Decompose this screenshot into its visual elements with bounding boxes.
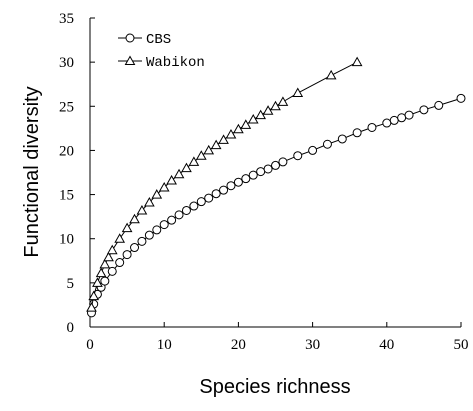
data-point: [106, 244, 118, 255]
data-point: [129, 213, 140, 224]
data-point: [158, 181, 170, 192]
data-point: [196, 197, 206, 207]
data-point: [456, 93, 466, 103]
data-point: [367, 122, 377, 132]
y-tick-label: 20: [59, 143, 74, 159]
data-point: [203, 144, 215, 155]
data-point: [263, 164, 273, 174]
data-point: [95, 267, 107, 278]
data-point: [434, 100, 444, 110]
data-point: [277, 96, 289, 106]
data-point: [103, 251, 114, 262]
data-point: [151, 189, 163, 199]
data-point: [167, 215, 177, 225]
y-tick-label: 35: [59, 11, 74, 27]
legend-marker: [124, 55, 136, 65]
data-point: [382, 118, 392, 128]
data-point: [240, 119, 252, 129]
data-point: [181, 162, 192, 173]
data-point: [130, 243, 140, 253]
data-point: [188, 156, 200, 166]
data-point: [144, 196, 155, 207]
data-point: [152, 225, 162, 235]
data-point: [292, 87, 304, 98]
x-tick-label: 40: [379, 337, 394, 353]
data-point: [278, 157, 288, 167]
data-point: [204, 193, 214, 203]
data-point: [144, 230, 154, 240]
data-point: [226, 181, 236, 191]
series-line: [90, 61, 358, 308]
x-tick-label: 10: [157, 337, 172, 353]
data-point: [86, 302, 97, 312]
data-point: [337, 134, 347, 144]
data-point: [136, 204, 148, 215]
x-tick-label: 0: [86, 337, 94, 353]
data-point: [322, 139, 332, 149]
x-tick-label: 20: [231, 337, 246, 353]
data-point: [325, 69, 337, 80]
data-point: [195, 150, 207, 160]
data-point: [308, 145, 318, 155]
data-point: [389, 115, 399, 125]
data-point: [218, 134, 229, 144]
y-tick-label: 30: [59, 55, 74, 71]
y-axis-title: Functional diversity: [21, 86, 43, 257]
data-point: [114, 233, 126, 243]
data-point: [271, 160, 280, 170]
data-point: [189, 201, 199, 211]
legend-marker: [125, 33, 135, 43]
data-point: [137, 236, 147, 246]
x-axis-title: Species richness: [199, 376, 350, 398]
data-point: [225, 129, 237, 139]
data-point: [404, 110, 414, 120]
data-point: [293, 151, 303, 161]
data-point: [174, 210, 184, 220]
data-point: [100, 276, 110, 286]
y-tick-label: 5: [67, 276, 75, 292]
data-point: [397, 113, 407, 123]
y-tick-label: 0: [67, 320, 75, 336]
y-tick-label: 25: [59, 99, 74, 115]
data-point: [122, 250, 132, 260]
data-point: [115, 258, 125, 268]
data-point: [241, 174, 251, 184]
data-point: [210, 139, 222, 150]
data-point: [233, 177, 243, 187]
data-point: [211, 189, 221, 199]
y-tick-label: 15: [59, 188, 74, 204]
data-point: [92, 277, 103, 287]
data-point: [256, 167, 266, 177]
x-tick-label: 50: [454, 337, 469, 353]
y-tick-label: 10: [59, 232, 74, 248]
data-point: [107, 266, 117, 276]
data-point: [248, 170, 258, 180]
data-point: [173, 168, 185, 179]
data-point: [121, 222, 133, 233]
data-point: [88, 290, 100, 301]
data-point: [181, 205, 191, 215]
data-point: [99, 258, 111, 269]
data-point: [419, 105, 429, 115]
legend-label: CBS: [146, 32, 171, 48]
legend-label: Wabikon: [146, 55, 205, 71]
data-point: [219, 185, 229, 195]
x-tick-label: 30: [305, 337, 320, 353]
data-point: [351, 56, 363, 67]
data-point: [352, 128, 362, 138]
data-point: [166, 174, 177, 185]
data-point: [159, 220, 169, 230]
